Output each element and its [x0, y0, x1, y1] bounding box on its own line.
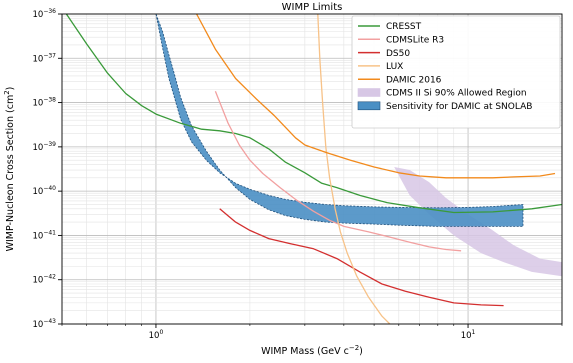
plot-frame	[61, 13, 563, 325]
y-tick-label: 10−36	[33, 8, 57, 20]
y-axis-title: WIMP-Nucleon Cross Section (cm2)	[3, 87, 16, 252]
legend-label: CDMSLite R3	[386, 36, 444, 46]
y-tick-label: 10−40	[33, 185, 57, 197]
legend-swatch	[357, 88, 381, 97]
series-line-cdmslite-r3	[214, 91, 462, 252]
legend-entry-sensitivity-for-damic-at-snolab: Sensitivity for DAMIC at SNOLAB	[357, 101, 532, 112]
series-line-cresst	[65, 14, 562, 214]
y-tick-label: 10−37	[33, 52, 57, 64]
sensitivity-band-layer	[155, 14, 524, 227]
legend: CRESST CDMSLite R3 DS50 LUX DAMIC 2016 CDMS I…	[351, 15, 561, 129]
legend-label: DAMIC 2016	[386, 75, 442, 85]
legend-entry-ds50: DS50	[358, 49, 410, 59]
axis-ticks: 100 101 10−36 10−37 10−38 10−39 10−40 10−41 10−4…	[33, 8, 563, 341]
series-line-ds50	[219, 208, 504, 307]
legend-label: LUX	[386, 62, 403, 72]
legend-label: CDMS II Si 90% Allowed Region	[386, 89, 527, 99]
x-tick-label: 101	[461, 329, 476, 341]
legend-box	[351, 15, 561, 129]
legend-entry-cdms-ii-si-90-allowed-region: CDMS II Si 90% Allowed Region	[357, 88, 527, 99]
y-tick-label: 10−42	[33, 274, 57, 286]
chart-title: WIMP Limits	[282, 2, 343, 13]
legend-label: DS50	[386, 49, 410, 59]
series-line-lux	[317, 14, 391, 324]
limit-curves-layer	[65, 14, 562, 324]
y-tick-label: 10−41	[33, 229, 57, 241]
series-line-damic-2016	[196, 14, 556, 179]
x-tick-label: 100	[149, 329, 164, 341]
legend-entry-cdmslite-r3: CDMSLite R3	[358, 36, 444, 46]
band-sensitivity-for-damic-at-snolab	[155, 14, 524, 227]
x-axis-title: WIMP Mass (GeV c−2)	[261, 344, 363, 357]
y-tick-label: 10−38	[33, 97, 57, 109]
legend-entry-cresst: CRESST	[358, 22, 422, 32]
y-tick-label: 10−43	[33, 318, 57, 330]
legend-swatch	[357, 101, 381, 111]
legend-entry-lux: LUX	[358, 62, 403, 72]
legend-entry-damic-2016: DAMIC 2016	[358, 75, 442, 85]
legend-label: CRESST	[386, 22, 422, 32]
y-tick-label: 10−39	[33, 141, 57, 153]
legend-label: Sensitivity for DAMIC at SNOLAB	[386, 102, 532, 112]
